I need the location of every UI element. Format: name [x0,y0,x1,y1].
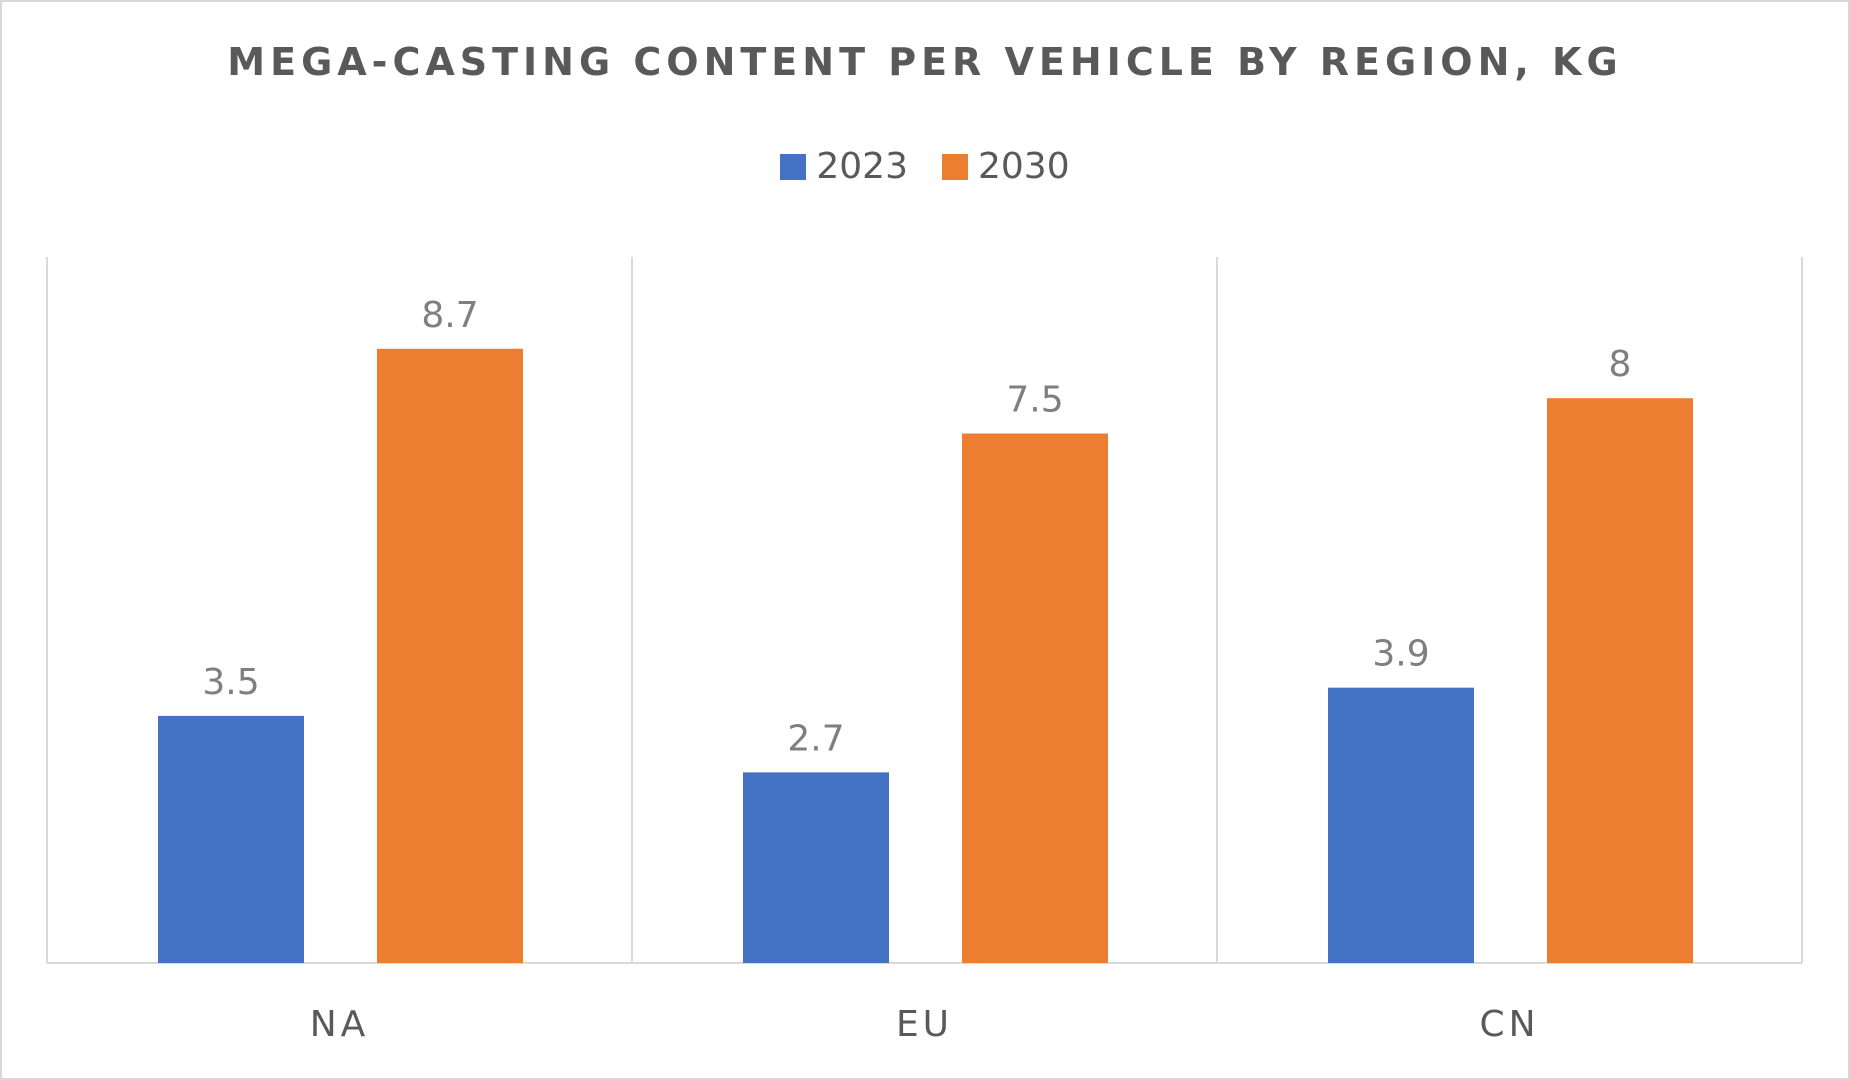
bar-CN-2023 [1328,687,1474,963]
x-tick-label-NA: NA [310,1004,370,1045]
legend-item-2023: 2023 [780,146,908,187]
data-label-NA-2030: 8.7 [421,295,478,336]
data-label-NA-2023: 3.5 [202,662,259,703]
data-label-EU-2030: 7.5 [1006,380,1063,421]
legend-item-2030: 2030 [942,146,1070,187]
bar-CN-2030 [1547,398,1693,963]
data-label-CN-2030: 8 [1609,344,1632,385]
x-tick-label-EU: EU [896,1004,953,1045]
data-label-CN-2023: 3.9 [1372,634,1429,675]
bar-NA-2030 [377,348,523,963]
bar-NA-2023 [158,715,304,963]
x-tick-label-CN: CN [1479,1004,1539,1045]
legend-swatch-2023 [780,153,807,180]
data-label-EU-2023: 2.7 [787,718,844,759]
legend-swatch-2030 [942,153,968,180]
bar-EU-2030 [962,433,1108,963]
legend-label-2023: 2023 [816,146,908,187]
chart-title: MEGA-CASTING CONTENT PER VEHICLE BY REGI… [227,40,1623,84]
legend: 2023 2030 [0,146,1850,187]
bar-EU-2023 [743,772,889,963]
legend-label-2030: 2030 [978,146,1070,187]
